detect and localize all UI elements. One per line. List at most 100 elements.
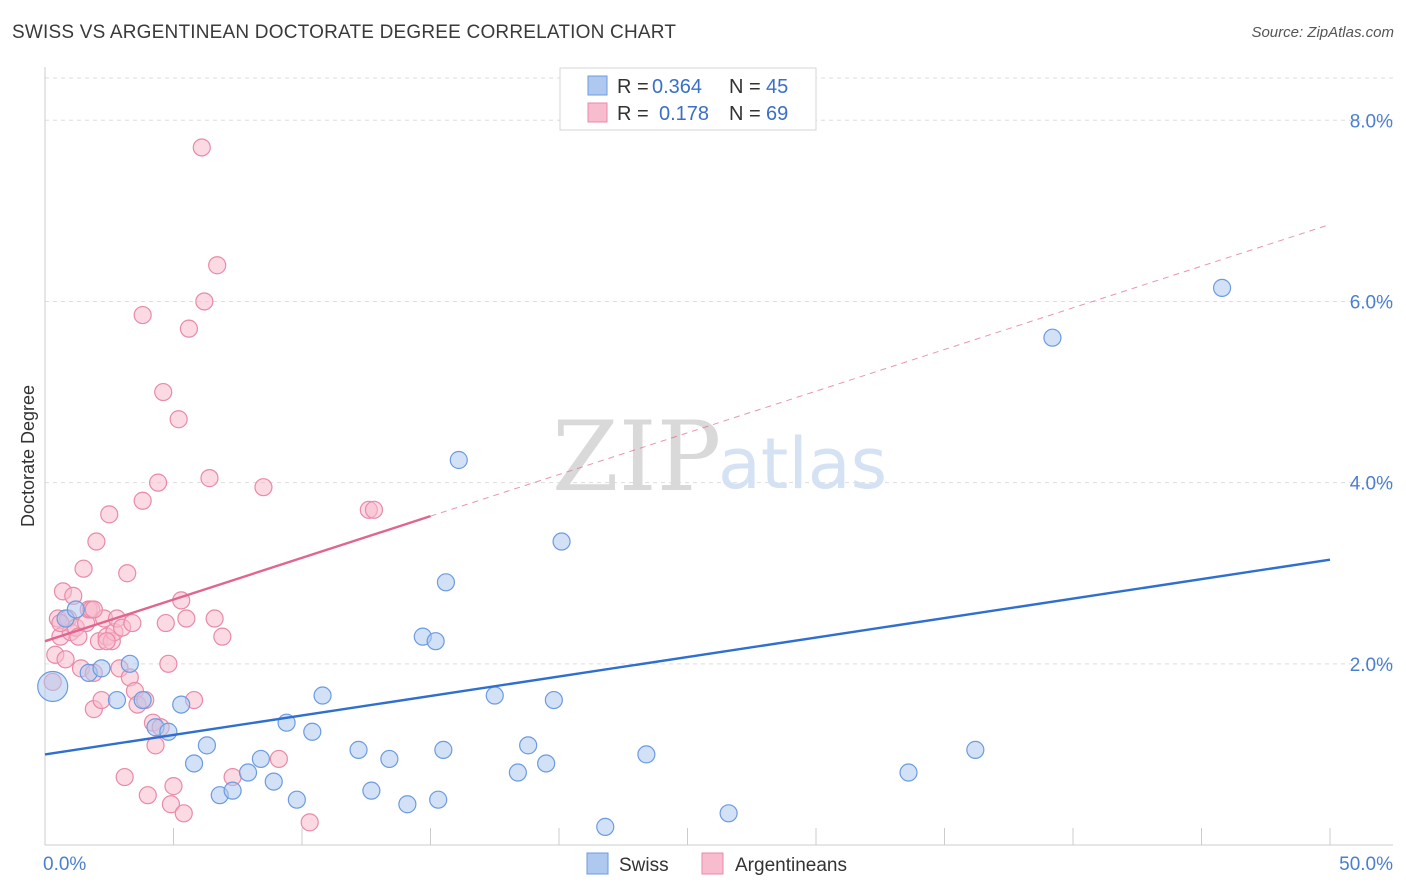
swiss-point-14	[223, 781, 242, 800]
argentineans-point-62	[300, 813, 319, 832]
argentineans-point-44	[159, 654, 178, 673]
swiss-point-20	[303, 722, 322, 741]
legend-n-arg: 69	[766, 103, 788, 125]
swiss-point-12	[197, 736, 217, 755]
argentineans-point-55	[200, 469, 219, 488]
argentineans-point-57	[208, 256, 227, 275]
swiss-point-28	[434, 740, 453, 759]
swiss-point-11	[184, 754, 204, 773]
swiss-point-36	[544, 690, 563, 710]
swiss-point-15	[238, 763, 258, 782]
swiss-point-16	[251, 749, 270, 769]
argentineans-point-54	[195, 292, 214, 311]
argentineans-point-53	[192, 138, 211, 157]
swiss-point-25	[398, 795, 417, 814]
argentineans-point-37	[138, 786, 157, 805]
argentineans-point-43	[156, 613, 175, 633]
legend-n-swiss: 45	[766, 76, 788, 98]
swiss-point-44	[1212, 278, 1232, 297]
swiss-point-37	[552, 532, 571, 551]
argentineans-trend-solid	[44, 515, 431, 643]
swiss-point-30	[436, 573, 456, 592]
swiss-point-24	[380, 749, 399, 769]
argentineans-point-40	[148, 473, 168, 492]
swiss-points	[37, 278, 1232, 836]
swiss-point-23	[362, 781, 381, 800]
swiss-point-19	[287, 790, 306, 809]
argentineans-points	[43, 138, 384, 832]
legend-swatch-arg	[587, 102, 608, 123]
y-axis-title: Doctorate Degree	[18, 385, 38, 527]
correlation-legend: R = 0.364 N = 45 R = 0.178 N = 69	[559, 67, 817, 131]
y-tick-label-3: 8.0%	[1350, 111, 1393, 132]
argentineans-point-65	[133, 305, 152, 325]
argentineans-point-46	[164, 777, 183, 796]
bottom-legend-swatch-arg	[701, 852, 724, 875]
y-tick-label-2: 6.0%	[1350, 292, 1393, 313]
argentineans-point-66	[84, 600, 103, 619]
swiss-point-7	[133, 690, 152, 710]
swiss-point-43	[1043, 328, 1062, 347]
argentineans-point-32	[123, 613, 142, 633]
swiss-point-38	[596, 817, 615, 836]
y-tick-label-0: 2.0%	[1350, 655, 1393, 676]
watermark-atlas: atlas	[718, 423, 887, 505]
swiss-trend-solid	[44, 558, 1331, 756]
swiss-point-33	[508, 763, 527, 782]
swiss-point-0	[37, 670, 69, 703]
argentineans-point-18	[87, 532, 106, 551]
swiss-point-41	[899, 763, 918, 782]
x-tick-label-0: 0.0%	[43, 854, 86, 875]
axes	[44, 67, 1393, 846]
argentineans-point-42	[154, 382, 173, 402]
series-legend: Swiss Argentineans	[586, 852, 847, 876]
bottom-legend-swiss: Swiss	[619, 855, 669, 876]
swiss-point-29	[429, 790, 448, 809]
argentineans-trend-dashed	[430, 223, 1331, 517]
argentineans-point-68	[97, 632, 116, 651]
watermark-zip: ZIP	[552, 401, 721, 513]
argentineans-point-47	[169, 410, 188, 429]
swiss-point-10	[172, 695, 191, 714]
argentineans-point-56	[205, 609, 224, 628]
argentineans-point-51	[179, 319, 199, 338]
chart-title: SWISS VS ARGENTINEAN DOCTORATE DEGREE CO…	[12, 22, 677, 43]
swiss-point-21	[313, 686, 332, 705]
argentineans-point-12	[74, 559, 93, 578]
legend-r-arg: 0.178	[659, 103, 709, 125]
legend-r-swiss: 0.364	[652, 76, 702, 98]
argentineans-point-20	[92, 690, 111, 710]
argentineans-point-29	[115, 767, 134, 787]
swiss-point-35	[537, 754, 556, 773]
swiss-point-5	[107, 690, 127, 710]
argentineans-point-49	[174, 804, 193, 823]
argentineans-point-61	[269, 749, 288, 769]
swiss-point-32	[485, 686, 504, 705]
swiss-point-34	[519, 736, 538, 755]
bottom-legend-swatch-swiss	[586, 852, 609, 875]
swiss-point-17	[264, 772, 283, 791]
argentineans-point-30	[118, 564, 137, 583]
argentineans-point-5	[56, 650, 75, 669]
legend-r-label-arg: R =	[617, 103, 649, 125]
argentineans-point-50	[177, 609, 196, 628]
legend-n-label-swiss: N =	[729, 76, 761, 98]
trend-lines	[44, 223, 1331, 756]
swiss-point-42	[966, 740, 985, 759]
chart-source: Source: ZipAtlas.com	[1251, 24, 1394, 41]
swiss-point-6	[120, 654, 139, 673]
x-tick-label-1: 50.0%	[1339, 854, 1393, 875]
argentineans-point-58	[213, 627, 232, 646]
bottom-legend-arg: Argentineans	[735, 855, 847, 876]
argentineans-point-60	[254, 478, 273, 497]
tick-labels: 2.0% 4.0% 6.0% 8.0% 0.0% 50.0%	[43, 111, 1393, 875]
argentineans-point-45	[161, 795, 181, 814]
legend-r-label-swiss: R =	[617, 76, 649, 98]
swiss-point-40	[719, 804, 738, 823]
argentineans-point-23	[100, 505, 119, 524]
y-tick-label-1: 4.0%	[1350, 474, 1393, 495]
swiss-point-27	[426, 632, 445, 651]
argentineans-point-35	[133, 491, 152, 510]
legend-n-label-arg: N =	[729, 103, 761, 125]
